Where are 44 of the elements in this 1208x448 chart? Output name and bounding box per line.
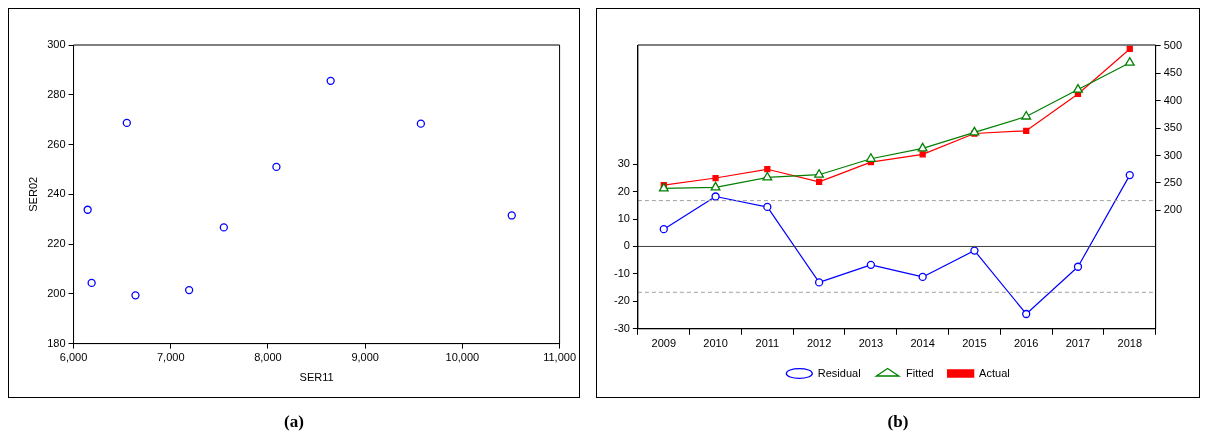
y-tick-label: 280 (47, 87, 66, 100)
x-tick-label: 2017 (1065, 337, 1091, 350)
y2-tick-label: 450 (1163, 66, 1183, 79)
x-tick-label: 2013 (858, 337, 884, 350)
y-tick-label: 0 (623, 239, 630, 252)
y-axis-title: SER02 (26, 176, 39, 212)
legend-label: Fitted (906, 366, 934, 379)
x-tick-label: 2010 (703, 337, 728, 350)
y-tick-label: 180 (47, 336, 66, 349)
x-tick-label: 2011 (755, 337, 780, 350)
x-axis-title: SER11 (299, 371, 334, 384)
x-tick-label: 2012 (806, 337, 832, 350)
y-tick-label: 10 (617, 212, 630, 225)
y-tick-label: 240 (47, 187, 66, 200)
x-tick-label: 10,000 (445, 351, 480, 364)
y-tick-label: 200 (47, 286, 66, 299)
y-tick-label: 260 (47, 137, 66, 150)
x-tick-label: 2016 (1013, 337, 1039, 350)
y2-tick-label: 350 (1163, 121, 1183, 134)
x-tick-label: 2015 (962, 337, 987, 350)
x-tick-label: 7,000 (156, 351, 185, 364)
x-tick-label: 2014 (910, 337, 935, 350)
y2-tick-label: 200 (1163, 203, 1183, 216)
y2-tick-label: 300 (1163, 148, 1183, 161)
y-tick-label: 220 (47, 237, 66, 250)
x-tick-label: 2009 (651, 337, 677, 350)
y-tick-label: 20 (617, 184, 630, 197)
y-tick-label: -20 (613, 294, 630, 307)
y2-tick-label: 400 (1163, 93, 1183, 106)
text: (b) (886, 412, 910, 432)
x-tick-label: 8,000 (254, 351, 282, 364)
y-tick-label: -30 (613, 321, 630, 334)
x-tick-label: 6,000 (59, 351, 88, 364)
x-tick-label: 11,000 (543, 351, 576, 364)
y2-tick-label: 500 (1163, 38, 1183, 51)
x-tick-label: 2018 (1117, 337, 1142, 350)
y-tick-label: 30 (617, 157, 630, 170)
y2-tick-label: 250 (1163, 175, 1183, 188)
y-tick-label: 300 (47, 38, 66, 51)
legend-label: Actual (979, 366, 1010, 379)
x-tick-label: 9,000 (351, 351, 379, 364)
y-tick-label: -10 (613, 266, 630, 279)
legend-label: Residual (817, 366, 861, 379)
text: (a) (283, 412, 305, 432)
